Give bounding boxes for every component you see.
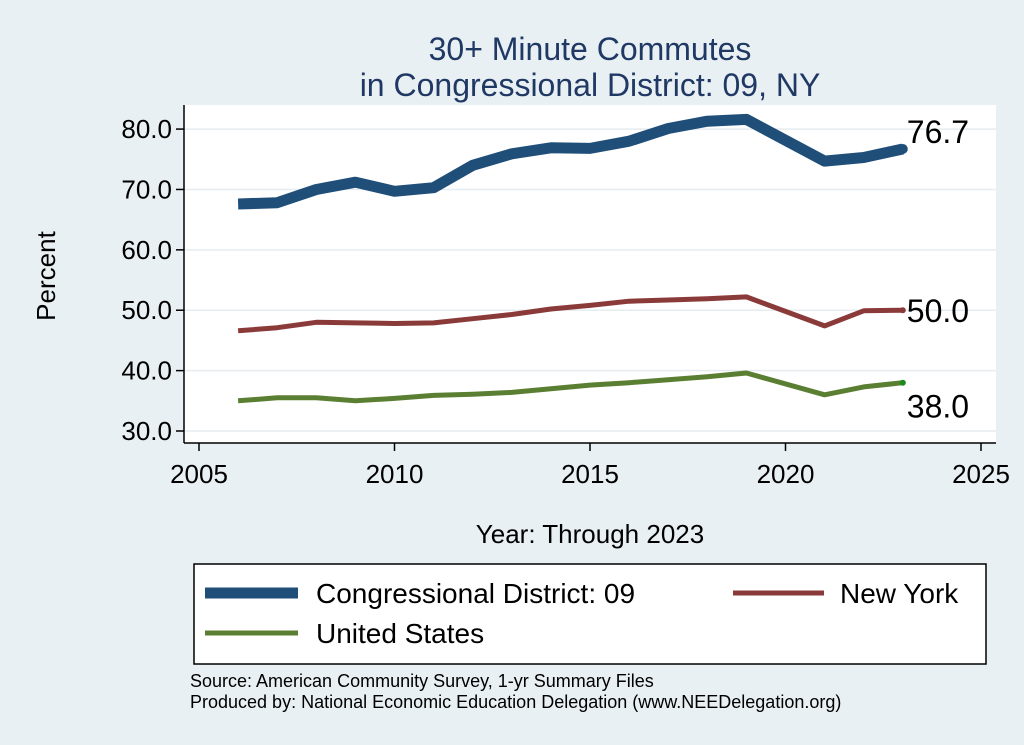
y-axis-title: Percent xyxy=(31,230,61,320)
source-line-1: Source: American Community Survey, 1-yr … xyxy=(190,671,654,691)
legend: Congressional District: 09 New York United… xyxy=(205,578,959,649)
end-label-0: 76.7 xyxy=(907,114,969,150)
y-axis-ticks: 30.0 40.0 50.0 60.0 70.0 80.0 xyxy=(121,114,184,446)
x-axis-ticks: 2005 2010 2015 2020 2025 xyxy=(170,443,1010,489)
x-tick-label-2015: 2015 xyxy=(561,459,619,489)
chart-title-line-2: in Congressional District: 09, NY xyxy=(360,67,821,103)
chart-title-line-1: 30+ Minute Commutes xyxy=(429,31,752,67)
legend-label-2: United States xyxy=(316,618,484,649)
y-tick-label-40: 40.0 xyxy=(121,356,172,386)
y-tick-label-30: 30.0 xyxy=(121,416,172,446)
x-axis-title: Year: Through 2023 xyxy=(476,519,704,549)
end-label-2: 38.0 xyxy=(907,389,969,425)
y-tick-label-50: 50.0 xyxy=(121,295,172,325)
x-tick-label-2020: 2020 xyxy=(757,459,815,489)
grid-lines xyxy=(184,128,996,432)
legend-label-1: New York xyxy=(840,578,959,609)
series-end-point-1 xyxy=(899,307,906,314)
end-labels: 76.7 50.0 38.0 xyxy=(907,114,969,425)
series-line-2 xyxy=(237,370,904,404)
source-line-2: Produced by: National Economic Education… xyxy=(190,692,841,712)
series-end-point-0 xyxy=(897,144,908,155)
series-end-point-2 xyxy=(899,379,906,386)
end-label-1: 50.0 xyxy=(907,293,969,329)
legend-box xyxy=(193,563,987,665)
y-tick-label-60: 60.0 xyxy=(121,235,172,265)
x-tick-label-2010: 2010 xyxy=(366,459,424,489)
legend-label-0: Congressional District: 09 xyxy=(316,578,635,609)
series-line-0 xyxy=(237,113,904,210)
y-tick-label-80: 80.0 xyxy=(121,114,172,144)
series-line-1 xyxy=(237,294,903,334)
x-tick-label-2025: 2025 xyxy=(952,459,1010,489)
series-layer xyxy=(237,113,908,404)
y-tick-label-70: 70.0 xyxy=(121,174,172,204)
x-tick-label-2005: 2005 xyxy=(170,459,228,489)
